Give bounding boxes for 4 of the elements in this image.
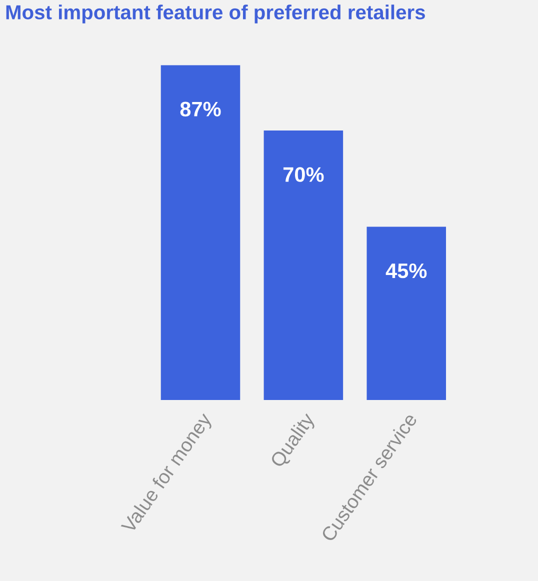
data-label: 87% xyxy=(180,102,221,116)
data-label: 45% xyxy=(386,263,427,278)
data-label: 70% xyxy=(283,167,324,182)
chart-title: Most important feature of preferred retailers xyxy=(6,4,425,24)
